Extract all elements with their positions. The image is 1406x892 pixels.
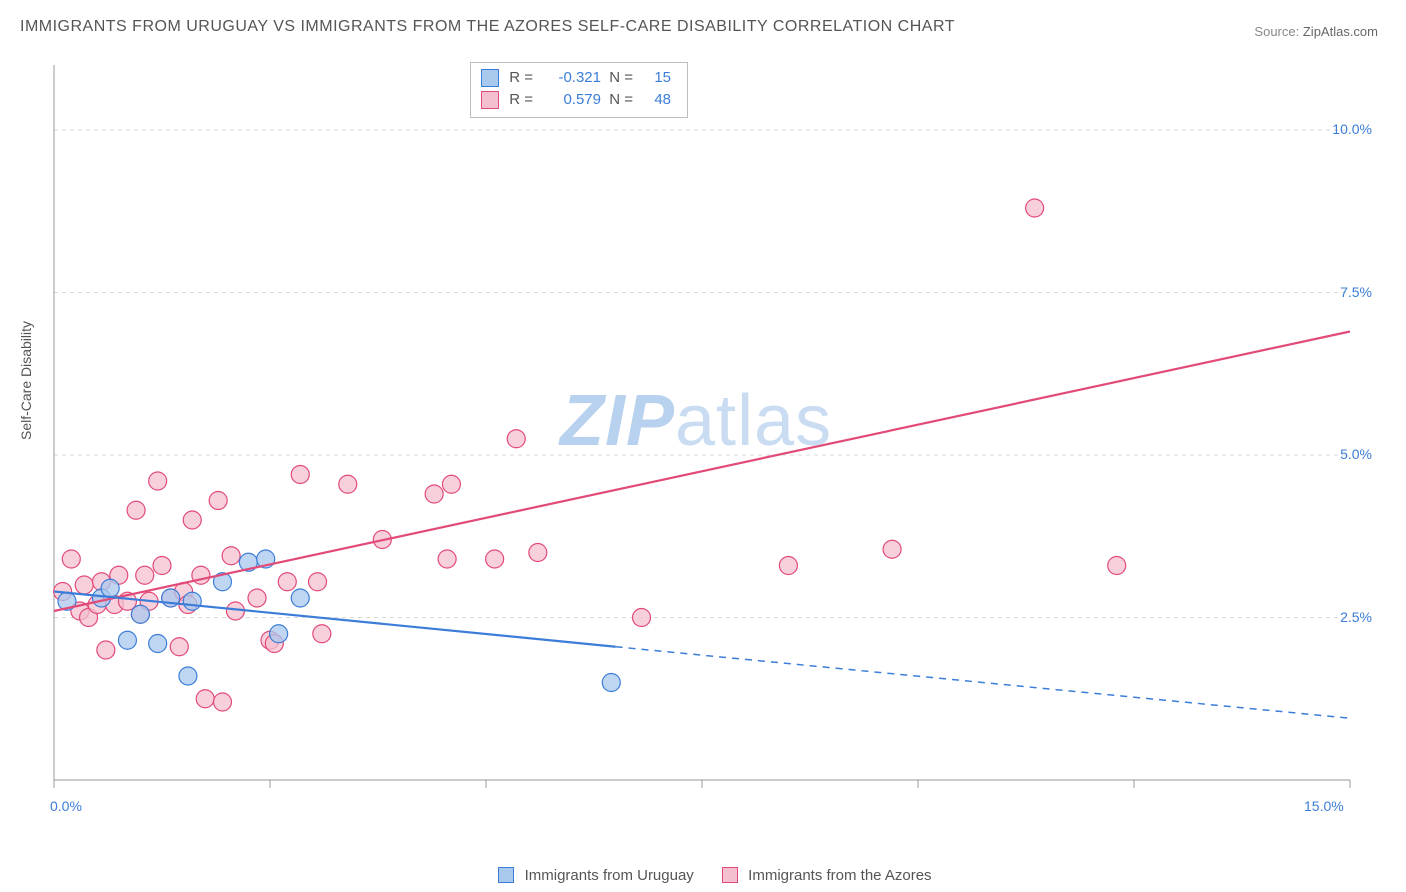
y-tick-7-5: 7.5% xyxy=(1312,284,1372,300)
source-label: Source: xyxy=(1254,24,1299,39)
chart-title: IMMIGRANTS FROM URUGUAY VS IMMIGRANTS FR… xyxy=(20,18,955,36)
legend-bottom: Immigrants from Uruguay Immigrants from … xyxy=(0,867,1406,884)
plot-area xyxy=(52,60,1352,820)
x-tick-0: 0.0% xyxy=(50,798,82,814)
legend-label-azores: Immigrants from the Azores xyxy=(748,867,931,884)
r-label: R = xyxy=(507,67,533,89)
legend-swatch-azores-icon xyxy=(722,867,738,883)
legend-swatch-uruguay-icon xyxy=(498,867,514,883)
y-tick-2-5: 2.5% xyxy=(1312,609,1372,625)
scatter-chart xyxy=(52,60,1352,820)
r-value-uruguay: -0.321 xyxy=(541,67,601,89)
swatch-azores-icon xyxy=(481,91,499,109)
n-label: N = xyxy=(609,67,633,89)
swatch-uruguay-icon xyxy=(481,69,499,87)
stats-legend: R = -0.321 N = 15 R = 0.579 N = 48 xyxy=(470,62,688,118)
y-tick-10: 10.0% xyxy=(1312,121,1372,137)
n-value-azores: 48 xyxy=(641,89,671,111)
stats-row-azores: R = 0.579 N = 48 xyxy=(481,89,671,111)
y-tick-5: 5.0% xyxy=(1312,446,1372,462)
source: Source: ZipAtlas.com xyxy=(1254,24,1378,39)
source-value: ZipAtlas.com xyxy=(1303,24,1378,39)
r-value-azores: 0.579 xyxy=(541,89,601,111)
x-tick-15: 15.0% xyxy=(1304,798,1344,814)
r-label: R = xyxy=(507,89,533,111)
stats-row-uruguay: R = -0.321 N = 15 xyxy=(481,67,671,89)
n-value-uruguay: 15 xyxy=(641,67,671,89)
y-axis-label: Self-Care Disability xyxy=(18,321,34,440)
legend-label-uruguay: Immigrants from Uruguay xyxy=(525,867,694,884)
n-label: N = xyxy=(609,89,633,111)
